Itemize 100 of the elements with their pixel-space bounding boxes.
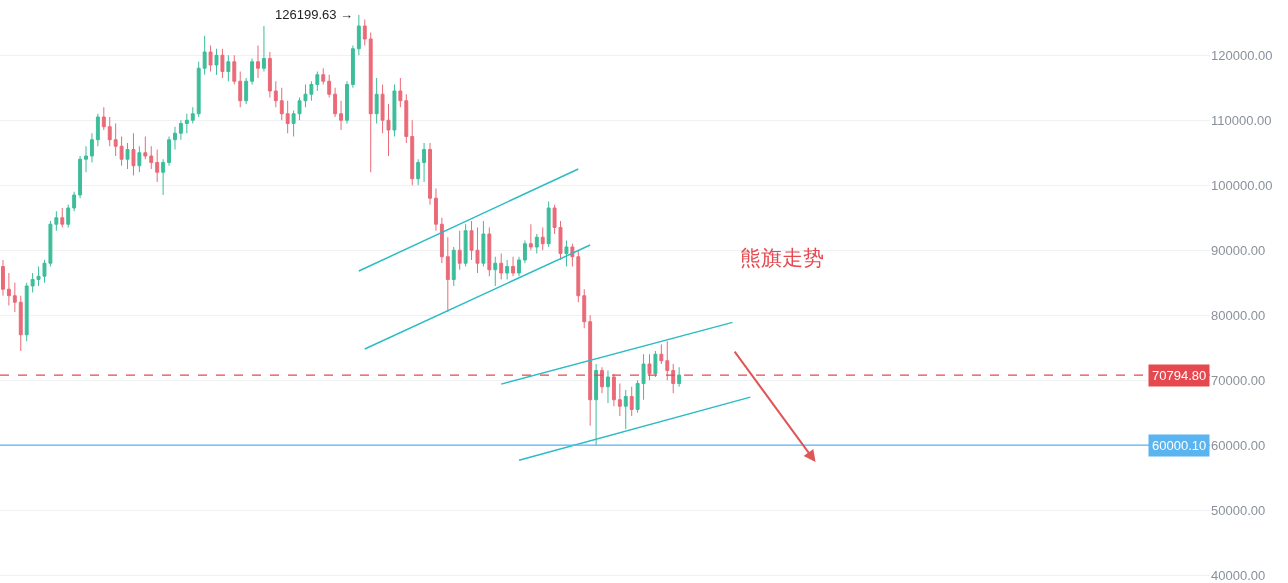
- candlestick: [143, 135, 148, 160]
- candlestick: [374, 77, 379, 124]
- candlestick: [600, 366, 604, 394]
- y-tick-label: 120000.00: [1211, 47, 1273, 63]
- candlestick: [517, 256, 521, 277]
- candlestick: [677, 366, 682, 388]
- candlestick: [333, 87, 338, 118]
- candlestick: [404, 93, 409, 144]
- candlestick: [178, 119, 183, 141]
- candlestick: [493, 256, 498, 287]
- candlestick: [167, 135, 171, 167]
- candlestick: [149, 145, 154, 170]
- y-tick-label: 40000.00: [1211, 567, 1266, 583]
- y-tick-label: 60000.00: [1211, 437, 1266, 453]
- candlestick: [463, 223, 468, 267]
- candlestick: [499, 252, 504, 280]
- y-tick-label: 50000.00: [1211, 502, 1266, 518]
- candlestick: [659, 343, 664, 365]
- candlestick: [629, 386, 634, 417]
- candlestick: [220, 48, 225, 79]
- candlestick: [267, 51, 272, 98]
- y-tick-label: 70000.00: [1211, 372, 1266, 388]
- candlestick: [546, 200, 551, 248]
- candlestick: [665, 340, 670, 381]
- candlestick: [392, 83, 397, 137]
- candlestick: [226, 54, 231, 82]
- candlestick: [362, 19, 367, 46]
- candlestick: [1, 259, 5, 297]
- candlestick: [95, 113, 100, 147]
- candlestick: [125, 142, 130, 170]
- candlestick: [66, 204, 71, 228]
- candlestick: [84, 145, 88, 173]
- candlestick: [445, 236, 450, 313]
- candlestick: [256, 45, 260, 79]
- y-tick-label: 110000.00: [1211, 112, 1272, 128]
- candlestick: [416, 158, 421, 186]
- candlestick: [588, 314, 593, 427]
- candlestick: [617, 382, 622, 417]
- annotation: 熊旗走势: [740, 246, 824, 270]
- candlestick: [339, 100, 344, 131]
- ref-line-label: 70794.80: [1152, 368, 1207, 383]
- y-tick-label: 80000.00: [1211, 307, 1266, 323]
- candlestick: [522, 239, 527, 264]
- candlestick: [606, 369, 610, 404]
- candlestick: [350, 45, 355, 89]
- candlestick: [161, 158, 166, 196]
- candlestick: [12, 282, 17, 313]
- candlestick: [107, 116, 112, 147]
- candlestick: [487, 226, 492, 277]
- candlestick: [279, 87, 284, 121]
- candlestick: [368, 32, 373, 173]
- candlestick: [540, 226, 545, 251]
- candlestick: [184, 113, 189, 134]
- annotation: 126199.63 →: [275, 7, 354, 22]
- candlestick: [250, 57, 255, 85]
- candlestick: [273, 80, 278, 108]
- candlestick: [511, 256, 516, 277]
- y-tick-label: 90000.00: [1211, 242, 1266, 258]
- candlestick: [594, 363, 599, 446]
- candlestick: [101, 106, 106, 131]
- candlestick: [214, 48, 219, 76]
- candlestick: [611, 373, 616, 407]
- candlestick: [451, 246, 456, 287]
- candlestick: [18, 295, 23, 352]
- candlestick: [89, 132, 94, 163]
- candlestick: [208, 45, 213, 72]
- candlestick: [131, 132, 136, 176]
- candlestick: [60, 207, 65, 228]
- candlestick: [434, 187, 438, 232]
- candlestick: [505, 259, 510, 280]
- candlestick: [137, 145, 142, 173]
- candlestick: [321, 67, 326, 85]
- candlestick: [244, 77, 249, 105]
- candlestick: [261, 25, 266, 72]
- candlestick: [582, 288, 587, 329]
- candlestick: [428, 142, 432, 206]
- y-tick-label: 100000.00: [1211, 177, 1273, 193]
- candlestick: [528, 223, 533, 251]
- ref-line-label: 60000.10: [1152, 438, 1207, 453]
- candlestick: [653, 350, 658, 378]
- candlestick: [623, 389, 628, 430]
- candlestick: [439, 217, 444, 264]
- candlestick: [647, 353, 652, 381]
- candlestick: [285, 100, 290, 134]
- candlestick: [173, 126, 177, 150]
- candlestick: [356, 14, 361, 56]
- candlestick: [155, 148, 160, 183]
- candlestick: [72, 191, 77, 212]
- candlestick: [78, 155, 83, 199]
- candlestick: [190, 106, 195, 124]
- candlestick: [410, 119, 415, 186]
- candlestick: [6, 272, 11, 306]
- candlestick: [202, 35, 207, 76]
- candlestick: [457, 230, 462, 271]
- candlestick: [327, 74, 332, 98]
- candlestick: [24, 282, 29, 342]
- candlestick: [564, 239, 569, 267]
- candlestick: [534, 233, 539, 254]
- candlestick: [481, 220, 486, 267]
- candlestick: [576, 249, 581, 303]
